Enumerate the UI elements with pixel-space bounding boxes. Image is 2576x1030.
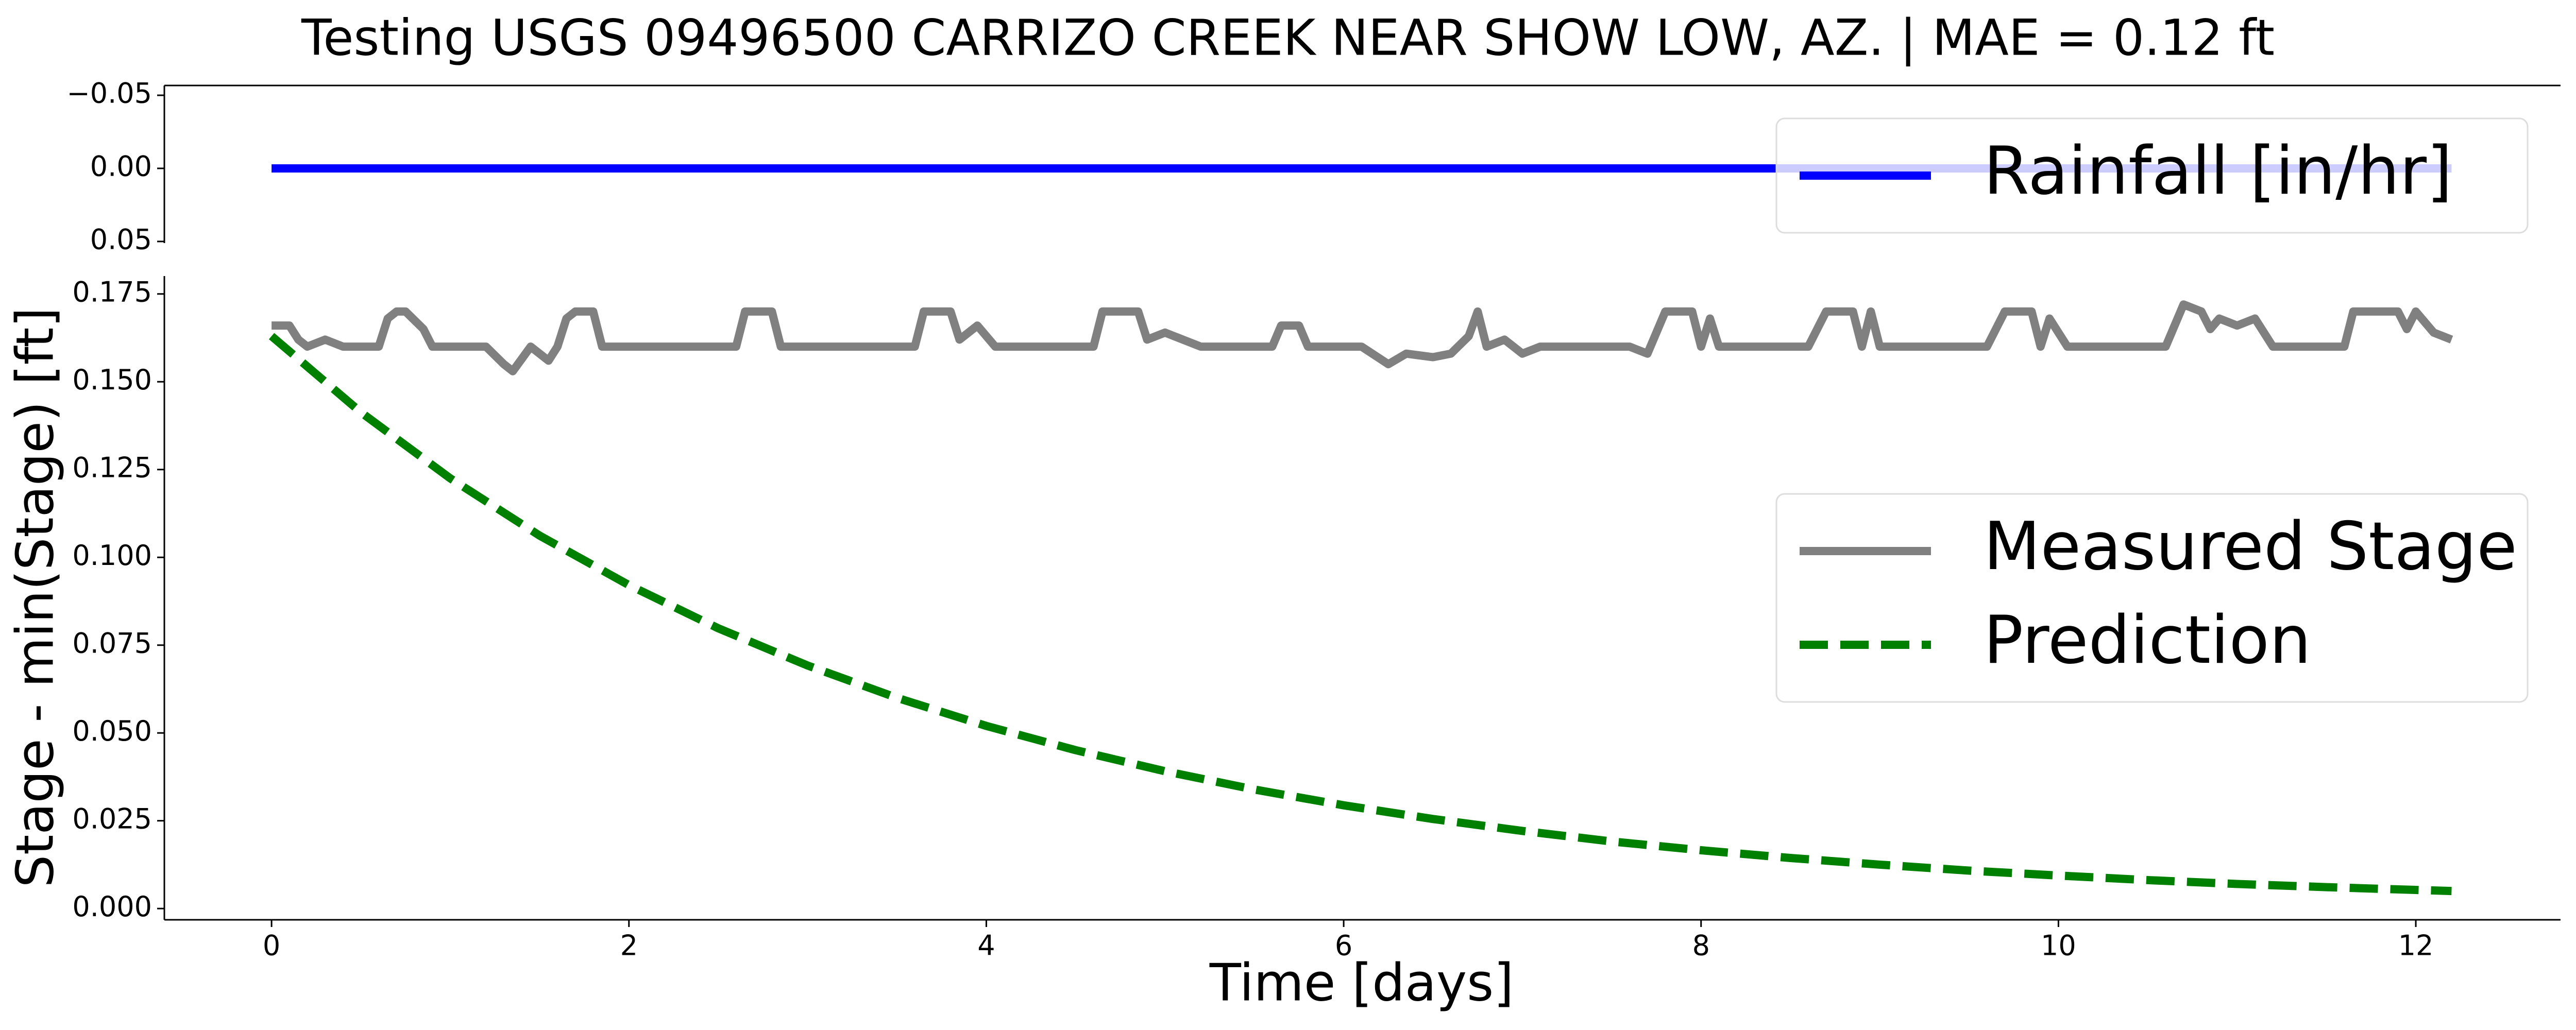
legend-label: Measured Stage — [1984, 508, 2517, 585]
x-tick-label: 12 — [2398, 930, 2434, 962]
legend-box — [1775, 493, 2529, 703]
y-tick-label: 0.000 — [72, 890, 152, 923]
y-tick-label: 0.05 — [90, 224, 152, 256]
y-tick-label: 0.175 — [72, 276, 152, 308]
line-series — [272, 300, 2453, 375]
y-tick-label: −0.05 — [67, 77, 152, 110]
y-tick-label: 0.100 — [72, 539, 152, 572]
line-series — [268, 333, 2452, 896]
y-tick-label: 0.050 — [72, 715, 152, 747]
y-tick-label: 0.150 — [72, 364, 152, 396]
x-tick-label: 2 — [620, 930, 638, 962]
y-axis-label: Stage - min(Stage) [ft] — [5, 307, 65, 888]
x-tick-label: 0 — [263, 930, 280, 962]
legend-box — [1775, 117, 2529, 234]
y-tick-label: 0.00 — [90, 150, 152, 183]
y-tick-label: 0.025 — [72, 802, 152, 835]
legend-label: Rainfall [in/hr] — [1984, 133, 2452, 210]
x-axis-label: Time [days] — [1209, 952, 1514, 1012]
x-tick-label: 10 — [2041, 930, 2076, 962]
legend-label: Prediction — [1984, 602, 2311, 679]
y-tick-label: 0.075 — [72, 627, 152, 659]
y-tick-label: 0.125 — [72, 451, 152, 484]
x-tick-label: 6 — [1335, 930, 1352, 962]
x-tick-label: 8 — [1692, 930, 1710, 962]
x-tick-label: 4 — [977, 930, 995, 962]
chart-title: Testing USGS 09496500 CARRIZO CREEK NEAR… — [301, 9, 2275, 67]
